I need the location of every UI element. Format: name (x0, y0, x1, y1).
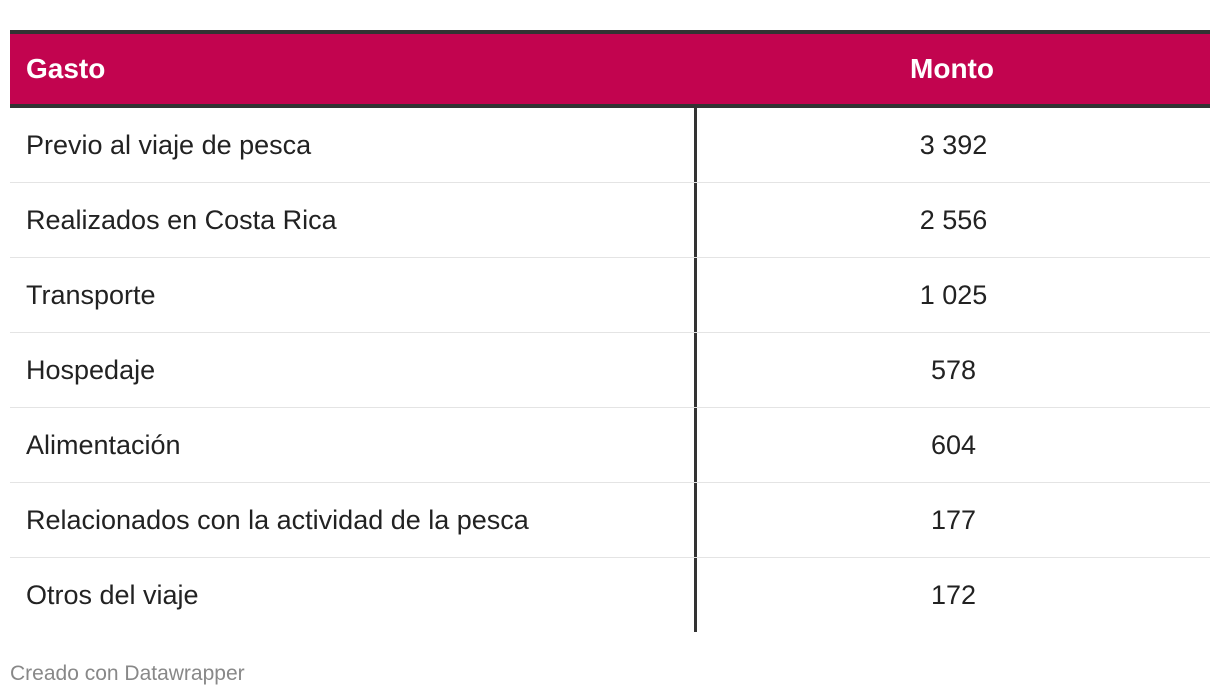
cell-gasto: Hospedaje (26, 354, 156, 385)
column-header-monto: Monto (910, 53, 994, 84)
cell-gasto: Transporte (26, 279, 156, 310)
cell-gasto: Relacionados con la actividad de la pesc… (26, 504, 529, 535)
cell-gasto: Previo al viaje de pesca (26, 129, 312, 160)
cell-monto: 2 556 (694, 183, 1210, 257)
table-header: Gasto Monto (10, 34, 1210, 108)
table-row: Realizados en Costa Rica 2 556 (10, 183, 1210, 258)
cell-monto: 604 (694, 408, 1210, 482)
cell-monto: 1 025 (694, 258, 1210, 332)
table-row: Hospedaje 578 (10, 333, 1210, 408)
table-row: Otros del viaje 172 (10, 558, 1210, 632)
datawrapper-credit: Creado con Datawrapper (10, 662, 245, 685)
cell-gasto: Otros del viaje (26, 579, 199, 610)
table-top-rule (10, 30, 1210, 34)
table-row: Relacionados con la actividad de la pesc… (10, 483, 1210, 558)
cell-monto: 578 (694, 333, 1210, 407)
table-row: Transporte 1 025 (10, 258, 1210, 333)
table-row: Alimentación 604 (10, 408, 1210, 483)
cell-gasto: Alimentación (26, 429, 181, 460)
data-table: Gasto Monto Previo al viaje de pesca 3 3… (10, 30, 1210, 632)
column-header-gasto: Gasto (26, 53, 106, 84)
table-body: Previo al viaje de pesca 3 392 Realizado… (10, 108, 1210, 632)
cell-monto: 177 (694, 483, 1210, 557)
cell-monto: 3 392 (694, 108, 1210, 182)
cell-monto: 172 (694, 558, 1210, 632)
cell-gasto: Realizados en Costa Rica (26, 204, 337, 235)
table-row: Previo al viaje de pesca 3 392 (10, 108, 1210, 183)
